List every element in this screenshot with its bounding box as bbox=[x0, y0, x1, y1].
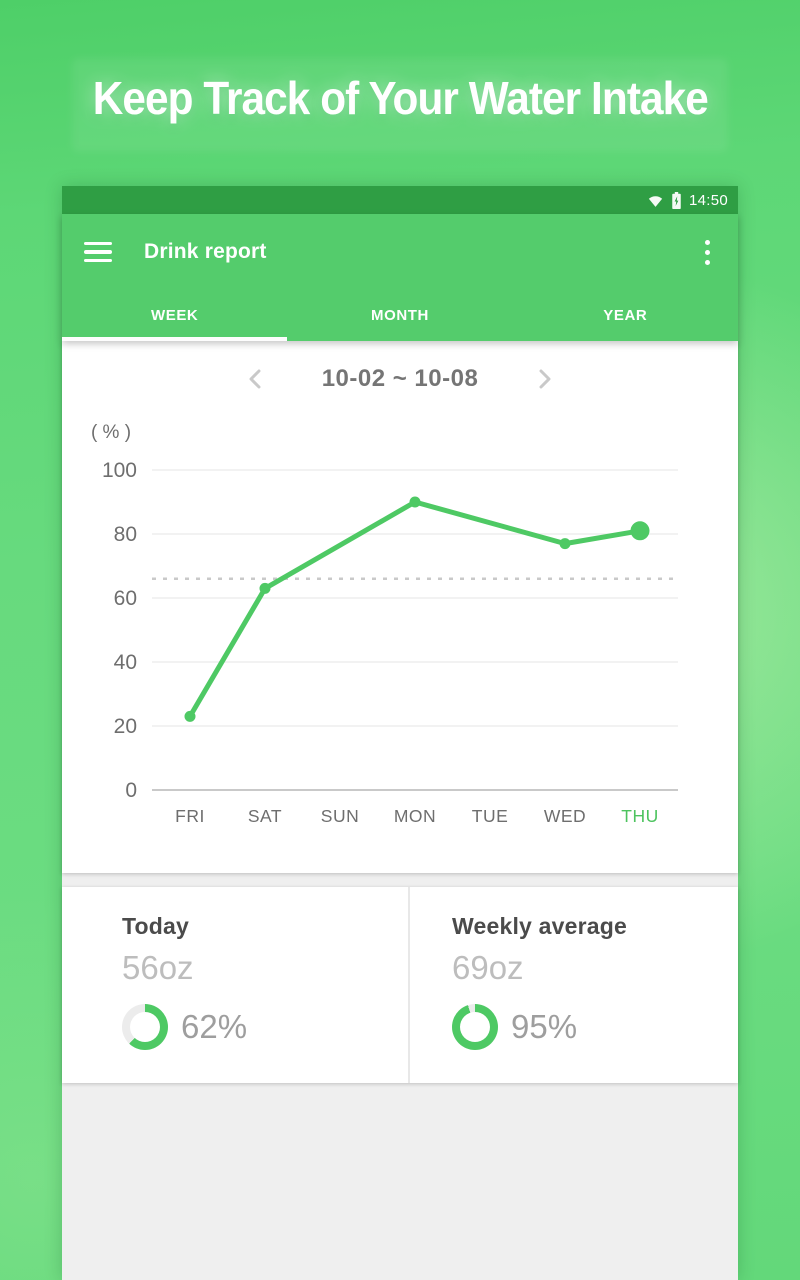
date-range-label: 10-02 ~ 10-08 bbox=[321, 365, 479, 392]
weekly-average-percent: 95% bbox=[511, 1008, 578, 1045]
date-navigator: 10-02 ~ 10-08 bbox=[62, 341, 738, 411]
svg-text:FRI: FRI bbox=[175, 806, 205, 826]
svg-text:60: 60 bbox=[114, 587, 137, 610]
app-header: Drink report WEEK MONTH YEAR bbox=[62, 214, 738, 341]
today-percent: 62% bbox=[181, 1008, 248, 1045]
svg-text:0: 0 bbox=[125, 779, 137, 802]
status-time: 14:50 bbox=[688, 191, 728, 209]
banner-title: Keep Track of Your Water Intake bbox=[92, 72, 708, 124]
today-progress-ring bbox=[122, 1004, 168, 1050]
tab-bar: WEEK MONTH YEAR bbox=[62, 290, 738, 341]
wifi-icon bbox=[647, 193, 664, 208]
today-label: Today bbox=[122, 913, 190, 939]
today-amount: 56oz bbox=[122, 949, 194, 986]
weekly-average-progress-ring bbox=[452, 1004, 498, 1050]
hamburger-menu-icon[interactable] bbox=[84, 241, 112, 263]
svg-text:40: 40 bbox=[114, 651, 137, 674]
svg-text:THU: THU bbox=[621, 806, 658, 826]
svg-text:100: 100 bbox=[102, 459, 137, 482]
svg-text:( % ): ( % ) bbox=[91, 422, 131, 443]
svg-text:SAT: SAT bbox=[248, 806, 282, 826]
weekly-average-amount: 69oz bbox=[452, 949, 524, 986]
svg-text:SUN: SUN bbox=[321, 806, 359, 826]
weekly-line-chart: 0 20 40 60 80 100 ( % ) FRI SAT SUN MON TUE WED THU bbox=[91, 422, 678, 826]
battery-charging-icon bbox=[671, 191, 682, 209]
svg-text:20: 20 bbox=[114, 715, 137, 738]
svg-text:80: 80 bbox=[114, 523, 137, 546]
summary-card: Today 56oz 62% Weekly average 69oz 95% bbox=[62, 887, 738, 1083]
banner-highlight bbox=[72, 58, 728, 152]
svg-text:WED: WED bbox=[544, 806, 586, 826]
active-tab-indicator bbox=[62, 337, 288, 341]
tab-month[interactable]: MONTH bbox=[370, 307, 429, 324]
phone-screenshot: 14:50 Drink report WEEK MONTH YEAR 10-02… bbox=[62, 186, 738, 1280]
svg-text:MON: MON bbox=[394, 806, 436, 826]
tab-year[interactable]: YEAR bbox=[603, 307, 648, 324]
next-week-chevron-icon[interactable] bbox=[532, 366, 558, 392]
weekly-average-summary: Weekly average 69oz 95% bbox=[408, 887, 738, 1083]
status-bar: 14:50 bbox=[62, 186, 738, 214]
weekly-average-label: Weekly average bbox=[452, 913, 627, 939]
drink-report-chart-card: 10-02 ~ 10-08 0 20 40 60 80 100 ( % ) FRI SAT SUN… bbox=[62, 341, 738, 873]
svg-text:TUE: TUE bbox=[472, 806, 509, 826]
overflow-menu-icon[interactable] bbox=[699, 236, 716, 269]
tab-week[interactable]: WEEK bbox=[150, 307, 199, 324]
today-summary: Today 56oz 62% bbox=[62, 887, 408, 1083]
app-bar: Drink report bbox=[62, 214, 738, 290]
page-title: Drink report bbox=[144, 240, 267, 263]
prev-week-chevron-icon[interactable] bbox=[242, 366, 268, 392]
